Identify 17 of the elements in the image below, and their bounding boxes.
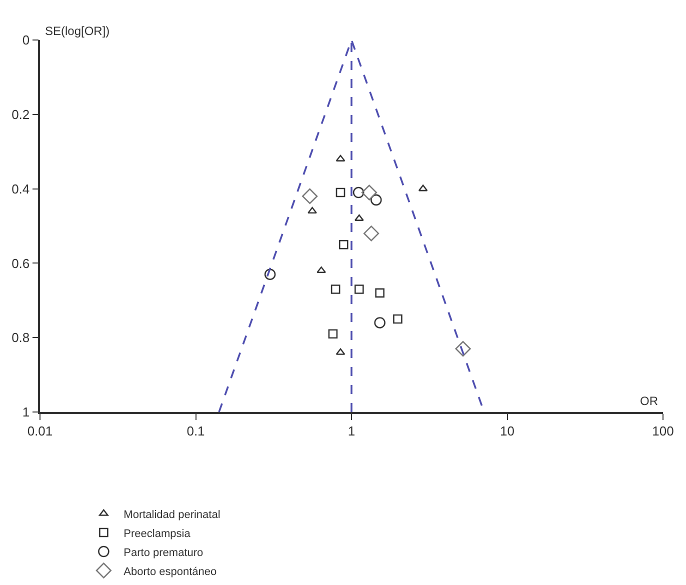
y-tick-label: 1: [22, 404, 30, 420]
x-tick-label: 10: [500, 423, 514, 438]
y-tick-label: 0: [22, 32, 30, 48]
y-tick-label: 0.8: [12, 330, 30, 346]
legend-label: Aborto espontáneo: [124, 566, 217, 578]
x-tick-label: 1: [348, 423, 356, 438]
x-tick-label: 100: [652, 423, 674, 438]
legend-label: Mortalidad perinatal: [124, 508, 220, 521]
y-tick-label: 0.2: [12, 106, 30, 122]
y-axis-title: SE(log[OR]): [45, 24, 110, 38]
y-tick-label: 0.6: [12, 256, 30, 271]
y-tick-label: 0.4: [12, 181, 30, 196]
x-tick-label: 0.1: [186, 423, 205, 438]
x-tick-label: 0.01: [27, 423, 53, 438]
legend-label: Parto prematuro: [124, 546, 204, 559]
legend-label: Preeclampsia: [124, 528, 192, 540]
x-axis-title: OR: [640, 394, 658, 408]
